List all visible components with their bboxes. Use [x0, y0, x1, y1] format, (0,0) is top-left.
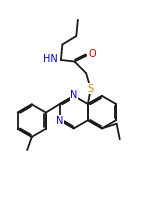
- Text: N: N: [56, 116, 64, 126]
- Text: O: O: [88, 49, 96, 59]
- Text: S: S: [88, 84, 94, 94]
- Text: N: N: [70, 90, 78, 100]
- Text: HN: HN: [43, 54, 58, 64]
